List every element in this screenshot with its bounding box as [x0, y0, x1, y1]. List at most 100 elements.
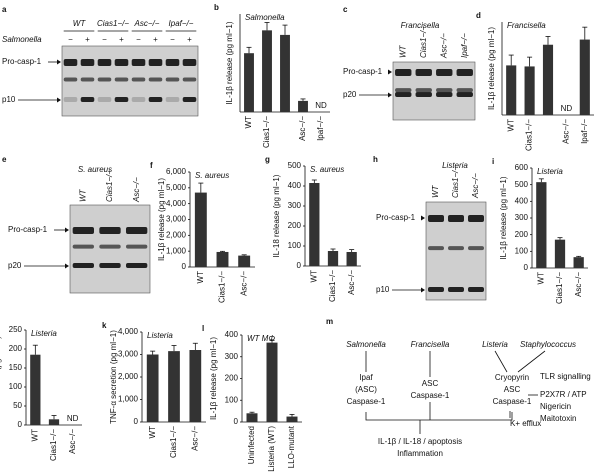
- blot-band: [114, 59, 129, 66]
- y-axis-label: IL-1β release (pg ml−1): [499, 176, 508, 259]
- blot-band: [131, 59, 146, 66]
- panel-letter: k: [102, 321, 107, 330]
- diagram-node: (ASC): [355, 385, 377, 394]
- x-tick-label: WT: [30, 429, 39, 442]
- y-tick-label: 0: [234, 417, 239, 426]
- bar: [262, 30, 272, 112]
- bar: [194, 192, 207, 267]
- panel-letter: i: [492, 157, 494, 166]
- y-tick-label: 150: [9, 363, 23, 372]
- chart-title: Listeria: [537, 167, 563, 176]
- panel-letter: h: [373, 155, 378, 164]
- y-tick-label: 3,000: [166, 215, 187, 224]
- diagram-node: Ipaf: [359, 373, 373, 382]
- y-tick-label: 2,000: [118, 372, 139, 381]
- blot-title: Listeria: [442, 161, 468, 170]
- blot-band: [126, 227, 148, 234]
- y-tick-label: 200: [225, 374, 239, 383]
- x-tick-label: WT: [536, 272, 545, 285]
- error-bar: [220, 250, 225, 252]
- x-tick-label: WT: [148, 426, 157, 439]
- lane-label: Cias1−/−: [451, 166, 460, 198]
- y-tick-label: 5,000: [166, 183, 187, 192]
- treatment-sign: −: [170, 35, 175, 44]
- diagram-node: Salmonella: [346, 340, 386, 349]
- value-label: ND: [315, 101, 327, 110]
- error-bar: [330, 248, 336, 251]
- lane-label: Asc−/−: [134, 19, 160, 28]
- blot-band: [456, 92, 473, 97]
- value-label: ND: [561, 104, 573, 113]
- panel-letter: d: [476, 11, 481, 20]
- error-bar: [311, 179, 317, 183]
- y-tick-label: 500: [288, 161, 302, 170]
- value-label: ND: [67, 414, 79, 423]
- error-bar: [51, 415, 57, 420]
- bar: [298, 100, 308, 112]
- blot-band: [114, 77, 129, 82]
- blot-band: [97, 77, 112, 82]
- y-axis-label: TNF-α secretion (pg ml−1): [109, 330, 118, 424]
- treatment-label: Salmonella: [2, 35, 42, 44]
- diagram-node: Cryopyrin: [495, 373, 529, 382]
- chart-title: Salmonella: [245, 13, 285, 22]
- blot-band: [456, 69, 473, 76]
- diagram-node: Listeria: [482, 340, 508, 349]
- x-tick-label: Uninfected: [247, 426, 256, 464]
- y-tick-label: 100: [515, 246, 529, 255]
- error-bar: [557, 237, 563, 240]
- x-tick-label: WT: [244, 116, 253, 129]
- lane-label: Cias1−/−: [97, 19, 129, 28]
- y-tick-label: 300: [515, 213, 529, 222]
- error-bar: [32, 344, 38, 355]
- bar: [309, 183, 320, 266]
- diagram-node: P2X7R / ATP: [540, 390, 587, 399]
- blot-band: [428, 215, 444, 222]
- x-tick-label: Cias1−/−: [49, 429, 58, 461]
- y-axis-label: IL-18 release (pg ml−1): [0, 336, 2, 419]
- panel-letter: e: [2, 155, 7, 164]
- blot-band: [182, 59, 197, 66]
- x-tick-label: Ipaf−/−: [316, 116, 325, 141]
- blot-band: [114, 97, 129, 102]
- y-tick-label: 4,000: [118, 327, 139, 336]
- diagram-node: Nigericin: [540, 402, 571, 411]
- x-tick-label: Asc−/−: [347, 270, 356, 295]
- blot-band: [182, 97, 197, 102]
- y-tick-label: 400: [515, 196, 529, 205]
- bar: [346, 252, 357, 266]
- panel-letter: m: [326, 317, 333, 326]
- band-label: Pro-casp-1: [8, 225, 48, 234]
- y-tick-label: 0: [134, 417, 139, 426]
- arrow-head: [57, 97, 61, 103]
- error-bar: [527, 56, 533, 67]
- blot-band: [436, 88, 453, 93]
- error-bar: [171, 345, 177, 352]
- error-bar: [150, 350, 156, 355]
- bar: [506, 65, 517, 115]
- panel-letter: l: [202, 324, 204, 333]
- diagram-node: Caspase-1: [347, 397, 386, 406]
- blot-band: [148, 59, 163, 66]
- diagram-node: Caspase-1: [493, 397, 532, 406]
- blot: [69, 204, 151, 294]
- blot-band: [131, 97, 146, 102]
- arrow-head: [421, 215, 425, 221]
- blot-band: [448, 246, 464, 251]
- arrow-head: [65, 263, 69, 269]
- y-tick-label: 100: [288, 241, 302, 250]
- diagram-node: ASC: [422, 379, 439, 388]
- lane-label: WT: [398, 44, 407, 58]
- chart-title: Listeria: [147, 331, 173, 340]
- x-tick-label: Asc−/−: [574, 272, 583, 297]
- error-bar: [249, 411, 255, 414]
- blot-band: [395, 92, 412, 97]
- bar: [554, 239, 566, 268]
- blot-band: [395, 69, 412, 76]
- blot-band: [99, 263, 121, 268]
- band-label: p20: [343, 90, 357, 99]
- error-bar: [289, 413, 295, 417]
- chart-title: Listeria: [31, 329, 57, 338]
- blot-band: [436, 92, 453, 97]
- y-tick-label: 100: [225, 395, 239, 404]
